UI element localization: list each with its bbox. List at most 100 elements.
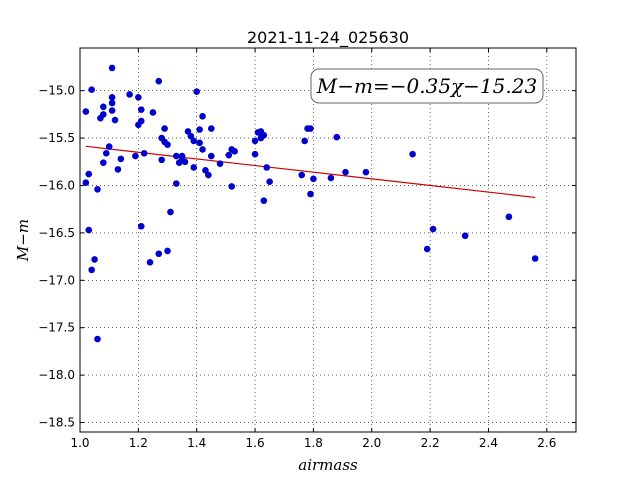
data-point [137,222,145,230]
data-point [461,232,469,240]
data-point [135,94,142,101]
data-point [251,137,259,145]
data-point [108,64,116,72]
y-tick-label: −16.5 [38,226,75,240]
data-point [100,111,107,118]
y-tick-label: −15.5 [38,131,75,145]
data-point [85,170,93,178]
x-tick-label: 2.0 [362,436,381,450]
data-point [117,155,125,163]
data-point [207,125,215,132]
data-point [202,167,209,174]
annotation-box [310,68,544,104]
data-point [140,149,148,157]
data-point [158,156,165,164]
data-point [94,335,101,343]
data-point [531,255,539,262]
y-tick-label: −17.0 [38,273,75,287]
data-point [216,160,224,167]
data-point [225,151,233,159]
data-point [263,164,271,171]
data-points [82,64,539,343]
x-axis-label: airmass [298,456,358,474]
data-point [149,109,157,116]
data-point [108,107,116,114]
data-point [88,266,95,274]
data-point [301,137,308,145]
data-point [132,152,139,160]
x-tick-label: 1.0 [70,436,89,450]
data-point [409,150,416,158]
fit-line [85,145,536,199]
x-tick-label: 2.2 [421,436,440,450]
data-point [164,141,171,149]
data-point [82,108,90,115]
data-point [155,77,163,85]
data-point [423,245,431,253]
data-point [342,168,349,176]
x-tick-label: 2.6 [537,436,556,450]
data-point [137,106,145,113]
data-point [193,88,201,95]
data-point [251,150,259,158]
data-point [94,185,101,193]
y-axis-label: M−m [14,219,32,262]
chart-title: 2021-11-24_025630 [247,28,409,48]
data-point [310,175,317,183]
data-point [196,126,203,133]
data-point [181,158,189,166]
data-point [172,180,180,187]
data-point [146,258,154,266]
data-point [260,131,268,139]
data-point [190,164,198,171]
data-point [307,125,314,132]
data-point [362,168,370,176]
axis-ticks: 1.0 1.2 1.4 1.6 1.8 2.0 2.2 2.4 2.6 −15.0 −15.5 −16… [38,48,576,450]
data-point [199,112,206,120]
y-tick-label: −17.5 [38,321,75,335]
data-point [184,128,192,135]
y-tick-label: −18.0 [38,368,75,382]
data-point [137,117,145,125]
data-point [207,152,215,160]
fit-line-group [85,145,536,199]
data-point [167,208,174,216]
y-tick-label: −16.0 [38,178,75,192]
data-point [85,226,93,234]
data-point [161,125,168,132]
data-point [111,116,119,124]
data-point [155,250,163,258]
data-point [298,171,306,179]
data-point [82,179,90,186]
data-point [187,132,195,140]
data-point [100,159,107,167]
x-tick-label: 2.4 [479,436,498,450]
annotation-text: M−m=−0.35χ−15.23 [316,74,537,98]
x-tick-label: 1.4 [187,436,206,450]
y-tick-label: −15.0 [38,84,75,98]
data-point [100,103,107,111]
data-point [228,183,236,190]
data-point [327,174,335,182]
grid [79,48,576,432]
data-point [178,152,186,160]
data-point [164,247,171,255]
x-tick-label: 1.6 [246,436,265,450]
data-point [91,256,98,263]
data-point [429,225,437,233]
data-point [126,91,133,98]
data-point [199,146,206,153]
fit-annotation: M−m=−0.35χ−15.23 [310,68,544,104]
data-point [172,152,180,160]
data-point [505,213,513,221]
data-point [108,99,116,107]
data-point [114,166,122,173]
data-point [105,143,113,150]
data-point [102,149,110,157]
data-point [190,137,198,145]
data-point [88,86,95,94]
data-point [333,133,341,141]
x-tick-label: 1.8 [304,436,323,450]
data-point [196,139,203,147]
